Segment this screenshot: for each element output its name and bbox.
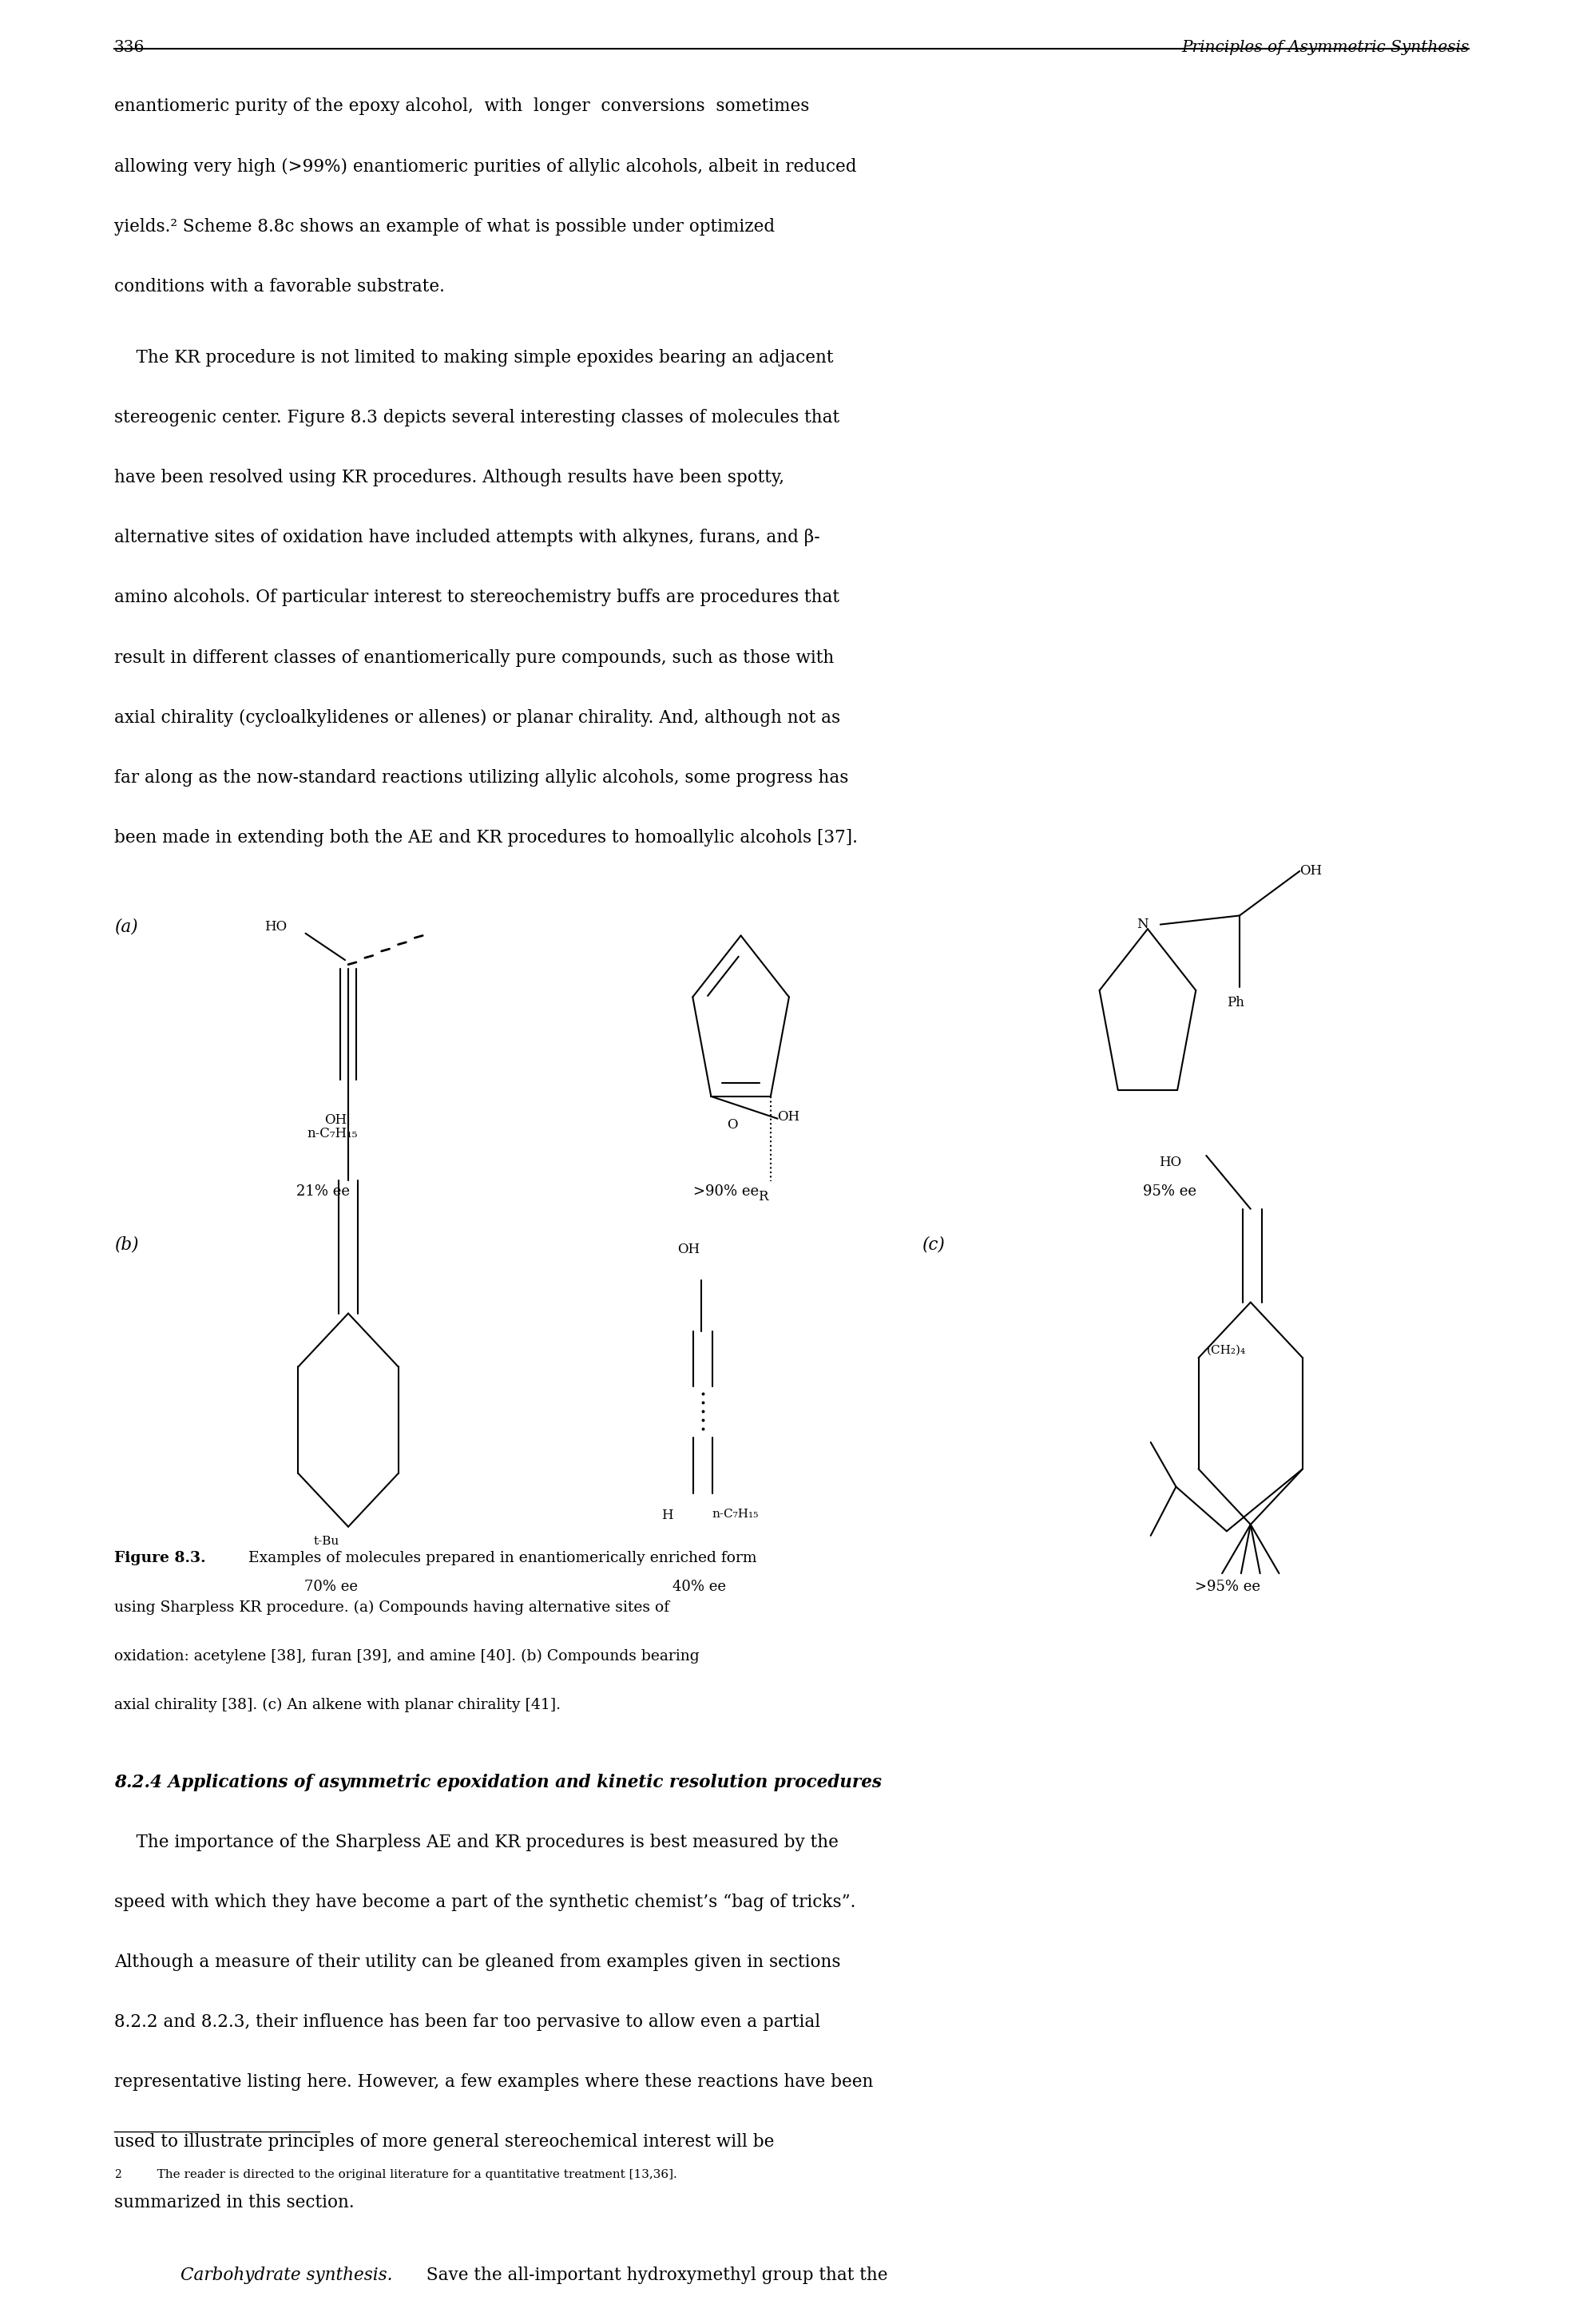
Text: Although a measure of their utility can be gleaned from examples given in sectio: Although a measure of their utility can … (114, 1954, 841, 1971)
Text: summarized in this section.: summarized in this section. (114, 2194, 355, 2210)
Text: Figure 8.3.: Figure 8.3. (114, 1550, 206, 1566)
Text: axial chirality [38]. (c) An alkene with planar chirality [41].: axial chirality [38]. (c) An alkene with… (114, 1699, 560, 1713)
Text: (c): (c) (921, 1236, 945, 1253)
Text: amino alcohols. Of particular interest to stereochemistry buffs are procedures t: amino alcohols. Of particular interest t… (114, 588, 839, 607)
Text: stereogenic center. Figure 8.3 depicts several interesting classes of molecules : stereogenic center. Figure 8.3 depicts s… (114, 409, 839, 428)
Text: (b): (b) (114, 1236, 138, 1253)
Text: 336: 336 (114, 40, 144, 56)
Text: OH: OH (325, 1113, 347, 1127)
Text: using Sharpless KR procedure. (a) Compounds having alternative sites of: using Sharpless KR procedure. (a) Compou… (114, 1599, 670, 1615)
Text: 2: 2 (114, 2168, 120, 2180)
Text: have been resolved using KR procedures. Although results have been spotty,: have been resolved using KR procedures. … (114, 469, 784, 486)
Text: 8.2.2 and 8.2.3, their influence has been far too pervasive to allow even a part: 8.2.2 and 8.2.3, their influence has bee… (114, 2013, 820, 2031)
Text: >90% ee: >90% ee (693, 1185, 758, 1199)
Text: yields.² Scheme 8.8c shows an example of what is possible under optimized: yields.² Scheme 8.8c shows an example of… (114, 218, 774, 235)
Text: 70% ee: 70% ee (304, 1580, 358, 1594)
Text: >95% ee: >95% ee (1195, 1580, 1260, 1594)
Text: Save the all-important hydroxymethyl group that the: Save the all-important hydroxymethyl gro… (421, 2266, 888, 2284)
Text: oxidation: acetylene [38], furan [39], and amine [40]. (b) Compounds bearing: oxidation: acetylene [38], furan [39], a… (114, 1650, 700, 1664)
Text: HO: HO (1159, 1155, 1181, 1169)
Text: allowing very high (>99%) enantiomeric purities of allylic alcohols, albeit in r: allowing very high (>99%) enantiomeric p… (114, 158, 856, 174)
Text: OH: OH (1300, 865, 1322, 878)
Text: The KR procedure is not limited to making simple epoxides bearing an adjacent: The KR procedure is not limited to makin… (114, 349, 833, 367)
Text: H: H (662, 1508, 673, 1522)
Text: The reader is directed to the original literature for a quantitative treatment [: The reader is directed to the original l… (146, 2168, 678, 2180)
Text: 95% ee: 95% ee (1143, 1185, 1197, 1199)
Text: 21% ee: 21% ee (296, 1185, 350, 1199)
Text: representative listing here. However, a few examples where these reactions have : representative listing here. However, a … (114, 2073, 874, 2092)
Text: conditions with a favorable substrate.: conditions with a favorable substrate. (114, 279, 445, 295)
Text: far along as the now-standard reactions utilizing allylic alcohols, some progres: far along as the now-standard reactions … (114, 769, 848, 786)
Text: been made in extending both the AE and KR procedures to homoallylic alcohols [37: been made in extending both the AE and K… (114, 830, 858, 846)
Text: OH: OH (777, 1111, 799, 1122)
Text: result in different classes of enantiomerically pure compounds, such as those wi: result in different classes of enantiome… (114, 648, 834, 667)
Text: Principles of Asymmetric Synthesis: Principles of Asymmetric Synthesis (1181, 40, 1469, 56)
Text: N: N (1137, 918, 1148, 932)
Text: OH: OH (678, 1243, 700, 1255)
Text: (CH₂)₄: (CH₂)₄ (1206, 1346, 1246, 1355)
Text: HO: HO (264, 920, 287, 934)
Text: Examples of molecules prepared in enantiomerically enriched form: Examples of molecules prepared in enanti… (244, 1550, 757, 1566)
Text: O: O (727, 1118, 738, 1132)
Text: n-C₇H₁₅: n-C₇H₁₅ (307, 1127, 358, 1141)
Text: Ph: Ph (1227, 995, 1244, 1009)
Text: t-Bu: t-Bu (313, 1536, 339, 1548)
Text: used to illustrate principles of more general stereochemical interest will be: used to illustrate principles of more ge… (114, 2133, 774, 2152)
Text: enantiomeric purity of the epoxy alcohol,  with  longer  conversions  sometimes: enantiomeric purity of the epoxy alcohol… (114, 98, 809, 116)
Text: 8.2.4 Applications of asymmetric epoxidation and kinetic resolution procedures: 8.2.4 Applications of asymmetric epoxida… (114, 1773, 882, 1792)
Text: 40% ee: 40% ee (673, 1580, 727, 1594)
Text: alternative sites of oxidation have included attempts with alkynes, furans, and : alternative sites of oxidation have incl… (114, 530, 820, 546)
Text: The importance of the Sharpless AE and KR procedures is best measured by the: The importance of the Sharpless AE and K… (114, 1834, 839, 1850)
Text: speed with which they have become a part of the synthetic chemist’s “bag of tric: speed with which they have become a part… (114, 1894, 855, 1910)
Text: R: R (758, 1190, 768, 1204)
Text: axial chirality (cycloalkylidenes or allenes) or planar chirality. And, although: axial chirality (cycloalkylidenes or all… (114, 709, 841, 727)
Text: (a): (a) (114, 918, 138, 934)
Text: n-C₇H₁₅: n-C₇H₁₅ (712, 1508, 758, 1520)
Text: Carbohydrate synthesis.: Carbohydrate synthesis. (180, 2266, 393, 2284)
